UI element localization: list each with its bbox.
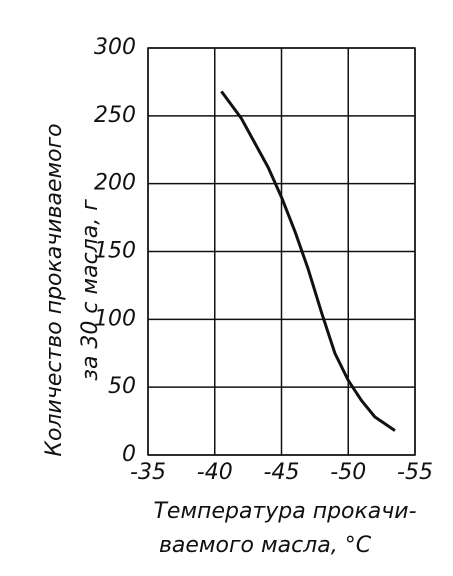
x-tick-label: -55	[397, 460, 433, 485]
x-tick-label: -45	[264, 460, 300, 485]
x-tick-label: -35	[130, 460, 166, 485]
y-tick-label: 0	[122, 442, 136, 467]
y-tick-label: 150	[94, 239, 136, 264]
data-line	[220, 90, 396, 432]
x-axis-title-line: Температура прокачи-	[153, 499, 416, 524]
y-axis-title-line: за 30 с масла, г	[78, 199, 103, 381]
y-tick-label: 250	[94, 103, 136, 128]
y-tick-label: 200	[94, 171, 136, 196]
y-tick-label: 100	[94, 306, 136, 331]
y-tick-label: 300	[94, 35, 136, 60]
y-tick-label: 50	[108, 374, 136, 399]
y-axis-title: Количество прокачиваемого за 30 с масла,…	[42, 123, 103, 456]
y-axis-title-line: Количество прокачиваемого	[42, 123, 67, 456]
x-tick-label: -50	[330, 460, 366, 485]
x-axis-title-line: ваемого масла, °С	[159, 533, 372, 558]
x-tick-label: -40	[197, 460, 233, 485]
